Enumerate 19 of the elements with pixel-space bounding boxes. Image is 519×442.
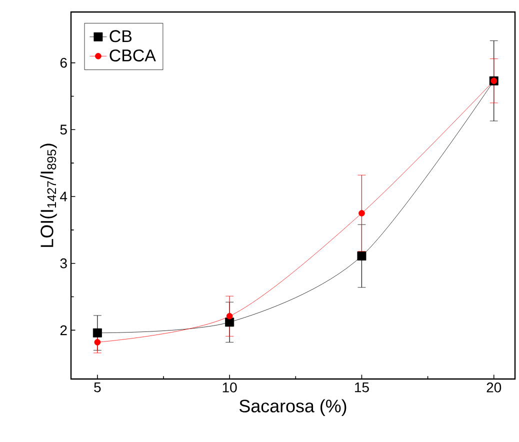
- x-tick-label: 20: [486, 382, 502, 392]
- y-tick-label: 2: [60, 325, 67, 336]
- point: [92, 328, 102, 338]
- x-tick-label: 15: [355, 382, 369, 392]
- point: [94, 339, 101, 346]
- point: [226, 312, 233, 320]
- y-tick-label: 6: [60, 58, 67, 68]
- point: [358, 210, 365, 216]
- y-tick-label: 3: [60, 258, 67, 268]
- y-tick-label: 5: [60, 124, 67, 135]
- legend-label: CBCA: [110, 49, 156, 62]
- point: [357, 252, 366, 260]
- y-tick-label: 4: [60, 192, 68, 202]
- x-axis-title: Sacarosa (%): [240, 399, 346, 416]
- y-axis-title: LOI(I$_{1427}$/I$_{895}$): [40, 144, 57, 247]
- x-tick-label: 10: [222, 382, 237, 392]
- legend-label: CB: [110, 30, 132, 42]
- x-tick-label: 5: [94, 382, 101, 392]
- point: [225, 318, 234, 327]
